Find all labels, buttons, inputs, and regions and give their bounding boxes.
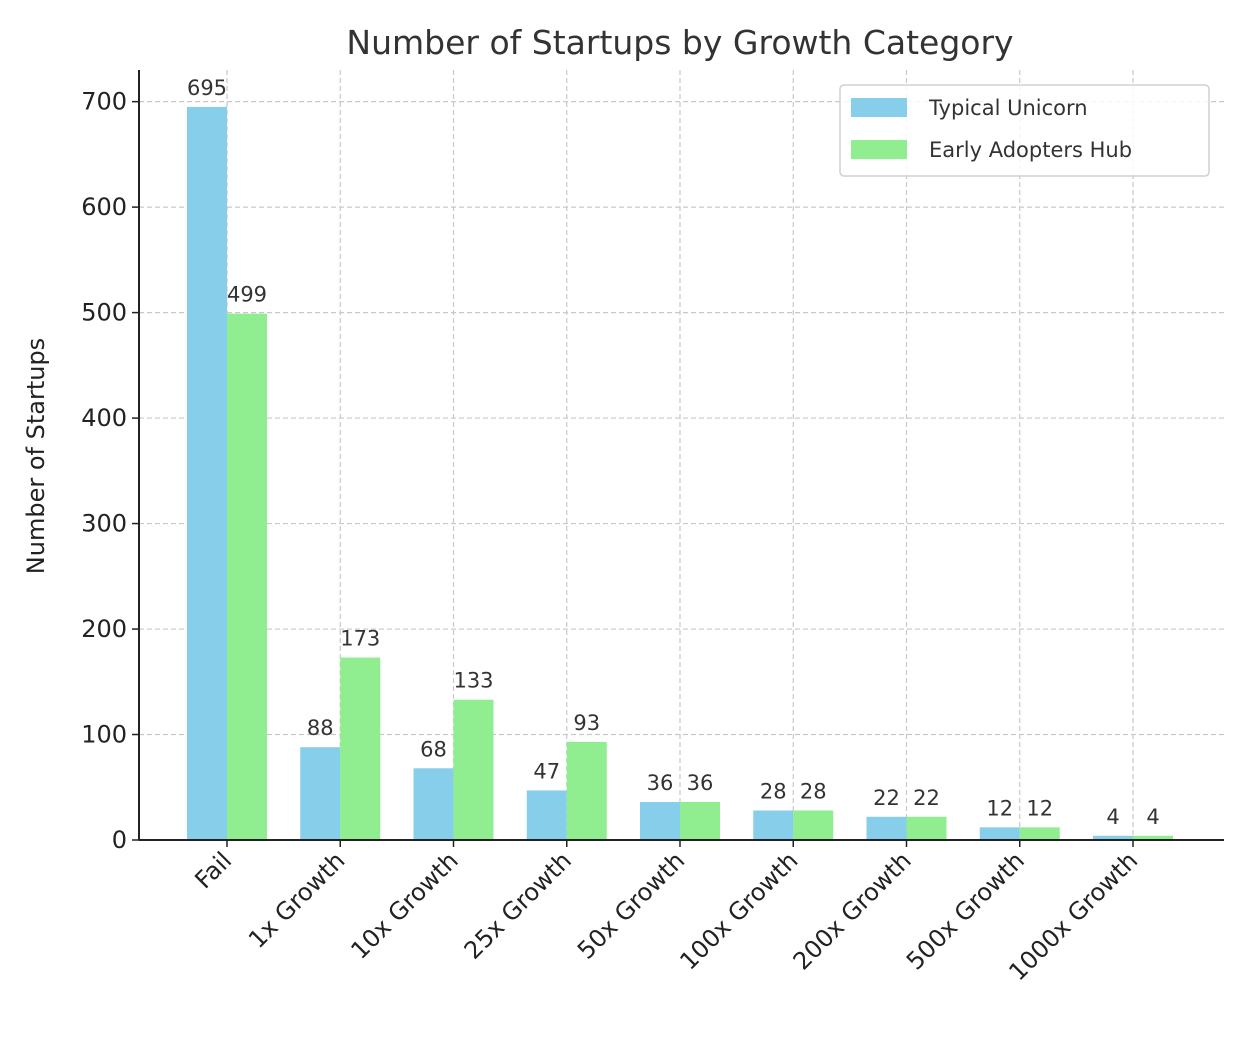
gridlines: [139, 70, 1224, 840]
data-label: 28: [760, 779, 787, 803]
data-label: 22: [873, 786, 900, 810]
data-label: 12: [1026, 796, 1053, 820]
y-tick-label: 100: [81, 721, 127, 749]
legend-box: [839, 84, 1210, 177]
data-label: 88: [307, 716, 334, 740]
bar-early-adopters-hub: [340, 657, 381, 840]
data-label: 22: [913, 786, 940, 810]
bar-typical-unicorn: [753, 810, 794, 840]
y-tick-label: 300: [81, 510, 127, 538]
data-label: 36: [647, 771, 674, 795]
data-label: 68: [420, 737, 447, 761]
x-tick-label: 50x Growth: [572, 846, 690, 964]
x-tick-label: 25x Growth: [459, 846, 577, 964]
x-tick-label: 10x Growth: [345, 846, 463, 964]
chart-title: Number of Startups by Growth Category: [346, 23, 1013, 62]
bar-typical-unicorn: [979, 827, 1020, 840]
data-label: 28: [800, 779, 827, 803]
bar-typical-unicorn: [866, 816, 907, 840]
bar-typical-unicorn: [413, 768, 454, 840]
bar-early-adopters-hub: [1019, 827, 1060, 840]
bar-early-adopters-hub: [1133, 835, 1173, 840]
data-label: 173: [340, 627, 380, 651]
y-tick-label: 500: [81, 299, 127, 327]
data-label: 133: [453, 669, 493, 693]
y-tick-label: 400: [81, 404, 127, 432]
x-tick-label: 1x Growth: [243, 846, 350, 953]
bar-early-adopters-hub: [793, 810, 834, 840]
legend-swatch: [851, 98, 907, 117]
data-labels: 695 88 68 47 36 28 22 12 4 499 173 133 93 36 28 22 12 4: [187, 76, 1160, 829]
data-label: 12: [986, 796, 1013, 820]
legend-label: Early Adopters Hub: [929, 138, 1132, 162]
bar-early-adopters-hub: [566, 741, 607, 840]
bar-early-adopters-hub: [227, 313, 267, 840]
data-label: 47: [533, 759, 560, 783]
data-label: 4: [1106, 805, 1119, 829]
x-tick-label: 100x Growth: [674, 846, 803, 975]
bar-early-adopters-hub: [453, 699, 494, 840]
y-tick-label: 700: [81, 88, 127, 116]
data-label: 93: [573, 711, 600, 735]
y-axis-label: Number of Startups: [22, 338, 50, 574]
y-tick-label: 600: [81, 193, 127, 221]
bar-typical-unicorn: [1093, 835, 1133, 840]
data-label: 695: [187, 76, 227, 100]
data-label: 499: [227, 283, 267, 307]
data-label: 4: [1146, 805, 1159, 829]
bars: [187, 106, 1173, 841]
y-tick-label: 200: [81, 615, 127, 643]
bar-typical-unicorn: [300, 747, 341, 840]
x-tick-label: 500x Growth: [901, 846, 1030, 975]
bar-typical-unicorn: [187, 106, 227, 841]
bar-early-adopters-hub: [906, 816, 947, 840]
legend-label: Typical Unicorn: [928, 96, 1088, 120]
data-label: 36: [687, 771, 714, 795]
bar-typical-unicorn: [526, 790, 567, 840]
legend-swatch: [851, 140, 907, 159]
legend: Typical Unicorn Early Adopters Hub: [839, 84, 1210, 177]
bar-typical-unicorn: [640, 802, 680, 840]
y-tick-label: 0: [112, 826, 127, 854]
x-tick-label: Fail: [189, 846, 237, 894]
x-tick-label: 200x Growth: [788, 846, 917, 975]
bar-early-adopters-hub: [680, 802, 720, 840]
